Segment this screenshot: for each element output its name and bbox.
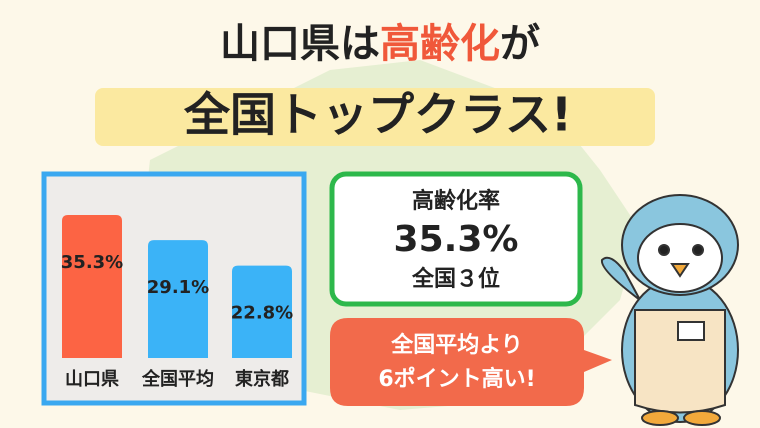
value-label: 22.8% [231,303,293,324]
stat-rank: 全国３位 [411,266,500,292]
value-label: 35.3% [61,252,123,273]
category-label: 山口県 [65,369,119,390]
headline-band [95,88,655,146]
bar [148,240,208,358]
headline-highlight: 高齢化 [380,21,500,67]
category-label: 東京都 [235,368,289,390]
category-label: 全国平均 [141,368,214,390]
headline-line2: 全国トップクラス! [183,88,572,142]
value-label: 29.1% [147,277,209,298]
bar [232,265,292,358]
stat-card [329,171,583,307]
headline-part: 山口県は [220,21,380,67]
bar-chart: 35.3% 山口県 29.1% 全国平均 22.8% 東京都 [61,215,293,390]
headline-line1: 山口県は高齢化が [220,21,540,67]
stat-label: 高齢化率 [412,188,500,214]
callout-line1: 全国平均より [390,332,523,358]
callout-line2: 6ポイント高い! [378,366,535,392]
penguin [600,194,739,426]
headline-part: が [500,21,540,67]
bar [62,215,122,358]
stat-value: 35.3% [394,219,519,260]
callout-bubble [330,318,612,406]
